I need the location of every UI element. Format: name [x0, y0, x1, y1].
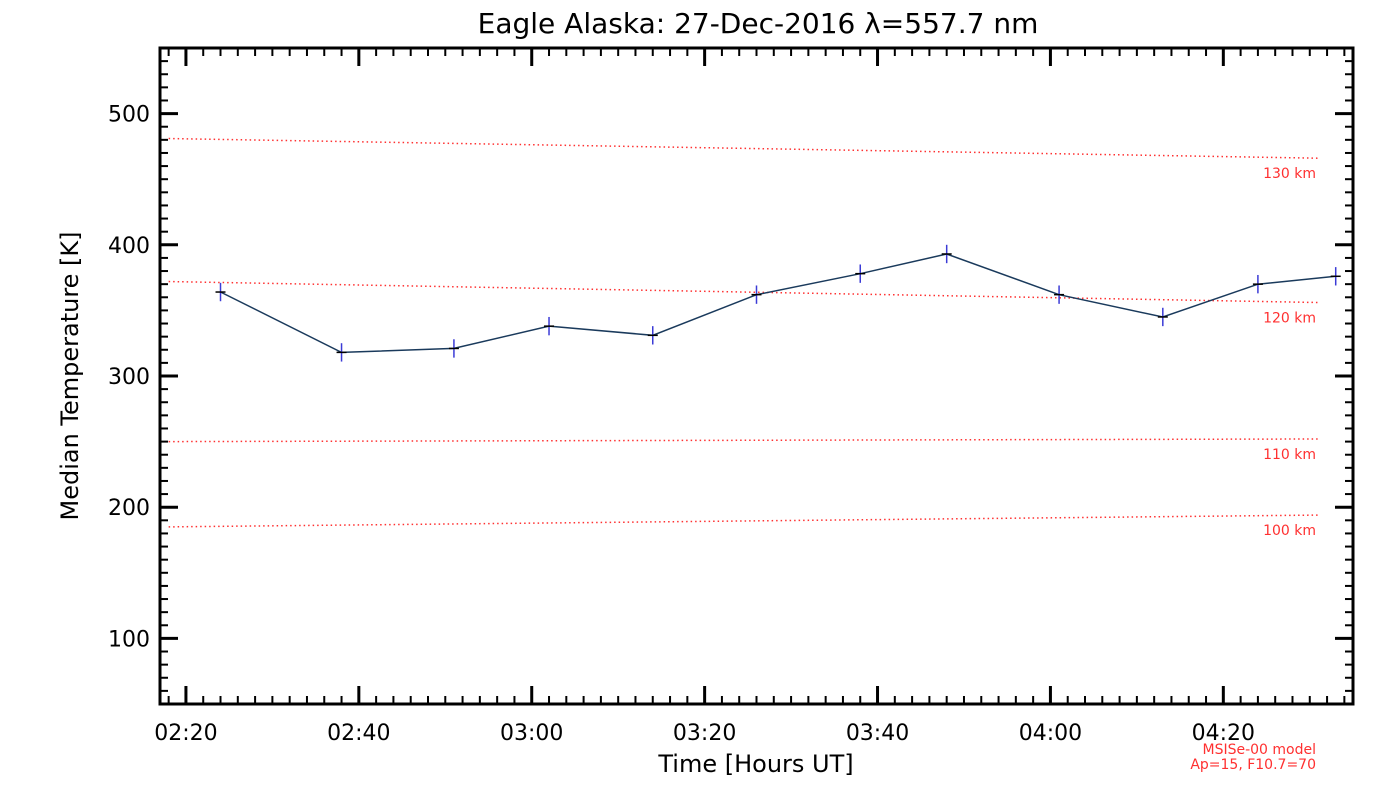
- y-tick-label: 200: [108, 496, 150, 521]
- y-tick-label: 100: [108, 627, 150, 652]
- chart-title: Eagle Alaska: 27-Dec-2016 λ=557.7 nm: [478, 7, 1039, 40]
- x-tick-label: 02:40: [327, 721, 390, 746]
- series-line: [220, 253, 1336, 354]
- x-axis-label: Time [Hours UT]: [657, 750, 853, 778]
- model-line-label: 100 km: [1263, 523, 1316, 539]
- model-line-label: 130 km: [1263, 166, 1316, 182]
- msis-model-lines: 130 km 120 km 110 km 100 km: [168, 137, 1319, 539]
- model-note-line-1: MSISe-00 model: [1202, 742, 1316, 758]
- x-tick-label: 04:20: [1192, 721, 1255, 746]
- axis-ticks: 100 200 300 400 500 02:20 02:40 03:00 03:20 03:40…: [108, 48, 1353, 746]
- y-axis-label: Median Temperature [K]: [56, 231, 84, 520]
- model-line: [168, 514, 1319, 528]
- plot-frame: [158, 46, 1355, 706]
- model-line: [168, 137, 1319, 159]
- model-line-label: 110 km: [1263, 447, 1316, 463]
- x-tick-label: 03:00: [500, 721, 563, 746]
- x-tick-label: 03:20: [673, 721, 736, 746]
- y-tick-label: 300: [108, 365, 150, 390]
- data-series: [215, 244, 1341, 362]
- model-note-line-2: Ap=15, F10.7=70: [1190, 757, 1316, 773]
- y-tick-label: 400: [108, 234, 150, 259]
- x-tick-label: 03:40: [846, 721, 909, 746]
- model-line: [168, 438, 1319, 443]
- model-line-label: 120 km: [1263, 311, 1316, 327]
- y-tick-label: 500: [108, 103, 150, 128]
- x-tick-label: 04:00: [1019, 721, 1082, 746]
- x-tick-label: 02:20: [154, 721, 217, 746]
